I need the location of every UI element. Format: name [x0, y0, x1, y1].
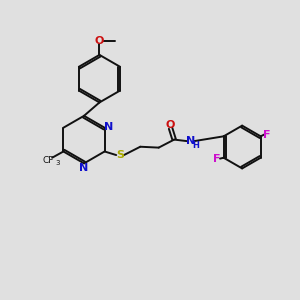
- Text: S: S: [116, 150, 124, 160]
- Text: O: O: [166, 120, 175, 130]
- Text: CF: CF: [43, 156, 54, 165]
- Text: N: N: [186, 136, 195, 146]
- Text: O: O: [95, 36, 104, 46]
- Text: N: N: [80, 164, 88, 173]
- Text: F: F: [213, 154, 221, 164]
- Text: F: F: [263, 130, 271, 140]
- Text: 3: 3: [56, 160, 60, 166]
- Text: N: N: [104, 122, 113, 131]
- Text: H: H: [192, 141, 199, 150]
